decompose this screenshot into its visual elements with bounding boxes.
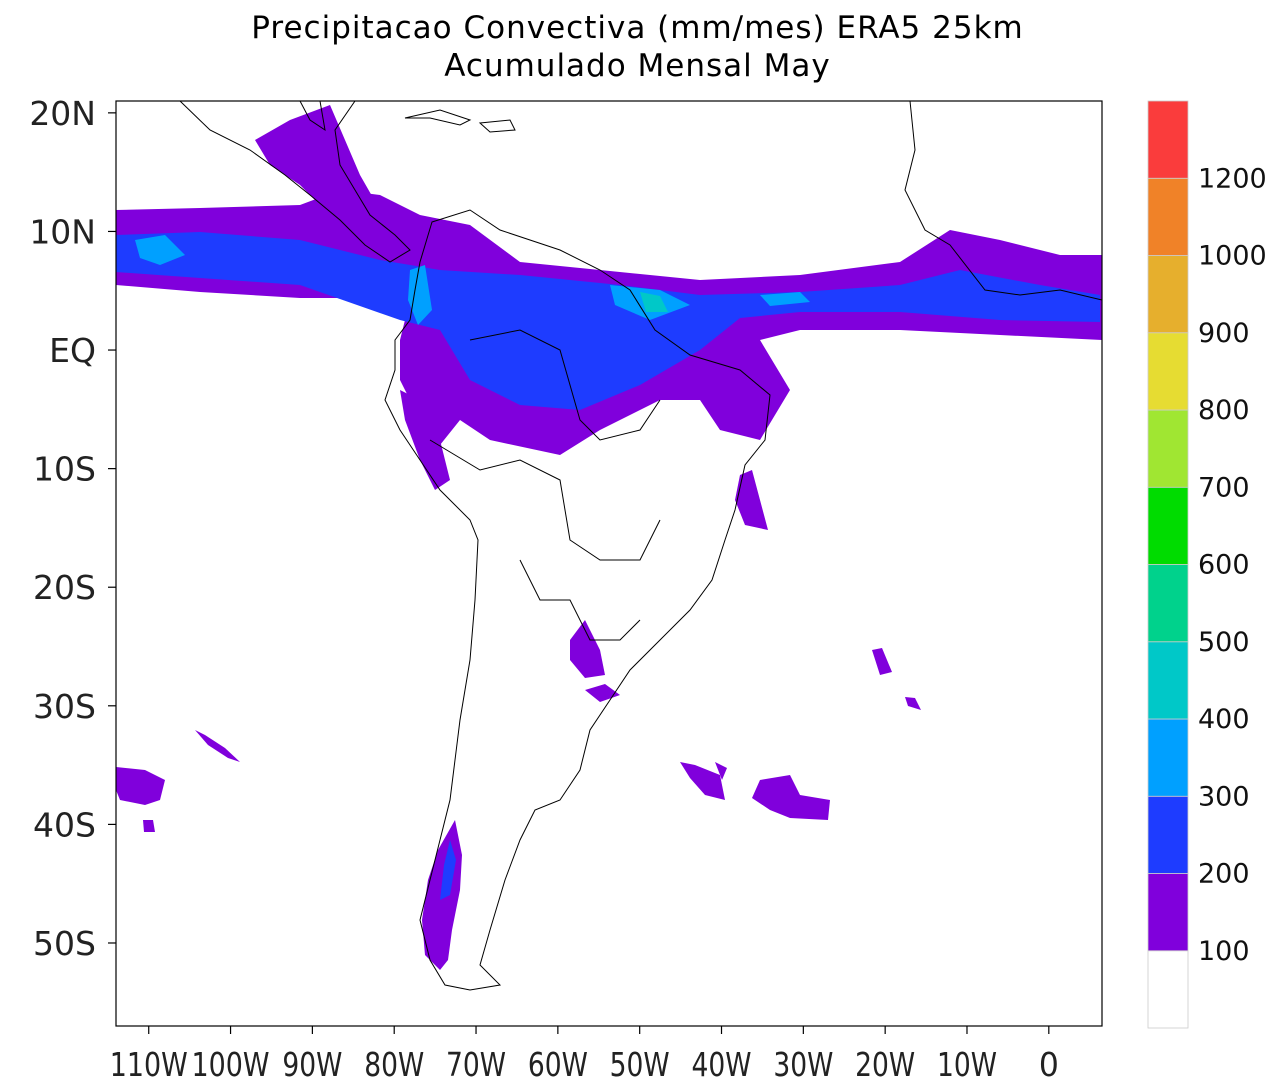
colorbar-label: 300 bbox=[1198, 781, 1250, 812]
colorbar-label: 100 bbox=[1198, 936, 1250, 967]
brazil-coast-rain bbox=[735, 470, 768, 530]
cuba-outline bbox=[404, 109, 472, 126]
south-america-outline bbox=[384, 209, 771, 991]
southern-boundaries bbox=[519, 559, 641, 641]
lon-tick-label: 60W bbox=[528, 1045, 588, 1080]
lon-tick-label: 40W bbox=[692, 1045, 752, 1080]
colorbar-label: 1000 bbox=[1198, 241, 1267, 272]
lon-tick-label: 20W bbox=[855, 1045, 915, 1080]
coastlines bbox=[179, 101, 1102, 991]
colorbar-label: 600 bbox=[1198, 550, 1250, 581]
lon-tick-label: 110W bbox=[110, 1045, 188, 1080]
colorbar-label: 1200 bbox=[1198, 163, 1267, 194]
map-subtitle: Acumulado Mensal May bbox=[444, 48, 831, 84]
colorbar-swatch bbox=[1147, 332, 1189, 411]
hispaniola-outline bbox=[478, 119, 516, 133]
lat-tick-label: 40S bbox=[33, 805, 96, 844]
rain-patch-300 bbox=[760, 292, 810, 306]
colorbar-swatch bbox=[1147, 255, 1189, 334]
lon-tick-label: 30W bbox=[773, 1045, 833, 1080]
precipitation-field bbox=[116, 105, 1102, 970]
itcz-band-200 bbox=[116, 232, 1100, 410]
lat-tick-label: 10S bbox=[33, 450, 96, 489]
colorbar: 100 200 300 400 500 600 700 800 900 1000 1200 bbox=[1147, 100, 1267, 1029]
lon-tick-label: 100W bbox=[192, 1045, 270, 1080]
lon-tick-label: 10W bbox=[937, 1045, 997, 1080]
south-pacific-rain bbox=[195, 730, 240, 762]
colorbar-swatch bbox=[1147, 564, 1189, 643]
longitude-axis: 110W 100W 90W 80W 70W 60W 50W 40W 30W 20W 10W 0 bbox=[110, 1026, 1059, 1080]
andes-boundaries bbox=[429, 439, 661, 561]
south-pacific-rain bbox=[116, 767, 165, 805]
colorbar-swatch bbox=[1147, 641, 1189, 720]
central-america-rain bbox=[255, 105, 410, 265]
colorbar-label: 500 bbox=[1198, 627, 1250, 658]
lat-tick-label: 10N bbox=[29, 212, 96, 251]
lon-tick-label: 90W bbox=[282, 1045, 342, 1080]
colorbar-label: 200 bbox=[1198, 859, 1250, 890]
subtropical-rain bbox=[905, 697, 921, 710]
lat-tick-label: EQ bbox=[49, 331, 96, 370]
colorbar-swatch bbox=[1147, 409, 1189, 488]
rain-patch-400 bbox=[640, 292, 668, 312]
colorbar-label: 800 bbox=[1198, 395, 1250, 426]
lon-tick-label: 70W bbox=[446, 1045, 506, 1080]
colorbar-swatch bbox=[1147, 873, 1189, 952]
africa-outline bbox=[904, 101, 1102, 301]
colorbar-label: 700 bbox=[1198, 472, 1250, 503]
subtropical-rain bbox=[570, 620, 605, 678]
colorbar-swatch bbox=[1147, 795, 1189, 874]
south-atlantic-rain bbox=[715, 762, 727, 780]
colorbar-label: 400 bbox=[1198, 704, 1250, 735]
peru-rain bbox=[400, 390, 450, 490]
rain-patch-300 bbox=[408, 265, 432, 325]
colorbar-swatch bbox=[1147, 718, 1189, 797]
map-frame bbox=[115, 100, 1103, 1027]
lat-tick-label: 30S bbox=[33, 687, 96, 726]
brazil-boundary bbox=[469, 329, 661, 441]
lat-tick-label: 20N bbox=[29, 94, 96, 133]
colorbar-swatch bbox=[1147, 100, 1189, 179]
lon-tick-label: 80W bbox=[364, 1045, 424, 1080]
lat-tick-label: 50S bbox=[33, 924, 96, 963]
south-atlantic-rain bbox=[752, 775, 830, 820]
lon-tick-label: 50W bbox=[610, 1045, 670, 1080]
rain-patch-300 bbox=[135, 235, 185, 265]
south-pacific-rain bbox=[143, 820, 155, 832]
colorbar-label: 900 bbox=[1198, 318, 1250, 349]
map-title: Precipitacao Convectiva (mm/mes) ERA5 25… bbox=[251, 10, 1024, 46]
subtropical-rain bbox=[872, 648, 892, 675]
south-atlantic-rain bbox=[680, 762, 725, 800]
lat-tick-label: 20S bbox=[33, 568, 96, 607]
chile-rain-200 bbox=[440, 840, 456, 900]
central-america-outline bbox=[179, 101, 411, 263]
colorbar-swatch bbox=[1147, 486, 1189, 565]
latitude-axis: 20N 10N EQ 10S 20S 30S 40S 50S bbox=[29, 94, 116, 963]
yucatan-outline bbox=[299, 101, 326, 132]
lon-tick-label: 0 bbox=[1039, 1045, 1059, 1080]
colorbar-swatch bbox=[1147, 950, 1189, 1029]
colorbar-swatch bbox=[1147, 177, 1189, 256]
